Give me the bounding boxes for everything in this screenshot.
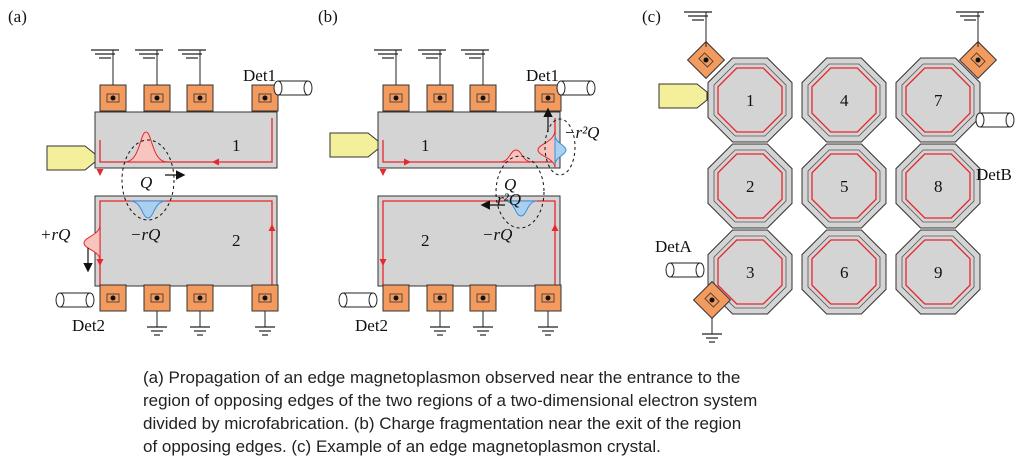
panel — [330, 50, 595, 335]
cable-end — [56, 293, 64, 307]
contact — [470, 285, 496, 311]
charge-label: −rQ — [130, 225, 160, 244]
wire — [432, 50, 440, 85]
contact-dot — [155, 296, 160, 301]
charge-label: −rQ — [482, 225, 512, 244]
contact — [252, 285, 278, 311]
wire — [970, 12, 978, 47]
drawing — [47, 12, 1014, 342]
region-label: 3 — [746, 263, 755, 282]
region-label: 2 — [421, 231, 430, 250]
contact — [427, 85, 453, 111]
panel — [47, 50, 312, 335]
region — [378, 196, 560, 286]
detector-label: DetA — [655, 237, 693, 256]
contact-dot — [394, 96, 399, 101]
cable-end — [976, 113, 984, 127]
region-label: 8 — [934, 177, 943, 196]
contact-dot — [481, 296, 486, 301]
cable-end — [587, 81, 595, 95]
contact-dot — [438, 296, 443, 301]
panel-label: (a) — [8, 7, 27, 26]
detector-label: DetB — [976, 165, 1012, 184]
contact-dot — [111, 96, 116, 101]
cable-end — [86, 293, 94, 307]
region-label: 1 — [746, 91, 755, 110]
cable-end — [696, 263, 704, 277]
region-label: 1 — [421, 136, 430, 155]
contact — [535, 285, 561, 311]
wire — [105, 50, 113, 85]
contact-dot — [155, 96, 160, 101]
region — [378, 112, 560, 168]
contact-dot — [394, 296, 399, 301]
contact — [187, 85, 213, 111]
contact — [100, 85, 126, 111]
contact-dot — [198, 96, 203, 101]
wire — [192, 50, 200, 85]
charge-label: −r²Q — [564, 123, 599, 142]
region-label: 6 — [840, 263, 849, 282]
panel-label: (c) — [642, 7, 661, 26]
caption-line: region of opposing edges of the two regi… — [143, 391, 757, 410]
wire — [149, 50, 157, 85]
region-label: 2 — [746, 177, 755, 196]
panel-label: (b) — [318, 7, 338, 26]
wire — [388, 50, 396, 85]
contact — [144, 85, 170, 111]
region-label: 2 — [232, 231, 241, 250]
region-label: 4 — [840, 91, 849, 110]
contact-dot — [438, 96, 443, 101]
contact-dot — [481, 96, 486, 101]
injector — [47, 146, 95, 170]
contact-dot — [263, 296, 268, 301]
wire — [698, 12, 706, 47]
detector-label: Det2 — [355, 316, 388, 335]
contact — [427, 285, 453, 311]
region-label: 1 — [232, 136, 241, 155]
region-label: 9 — [934, 263, 943, 282]
contact — [144, 285, 170, 311]
figure: (a) (b) (c) Det1 Det2 1 2 Q −rQ +rQ Det1… — [0, 0, 1029, 457]
detector-label: Det1 — [243, 66, 276, 85]
cable-end — [339, 293, 347, 307]
cable-end — [666, 263, 674, 277]
cable-end — [369, 293, 377, 307]
contact-dot — [263, 96, 268, 101]
caption-line: (a) Propagation of an edge magnetoplasmo… — [143, 368, 740, 387]
region-label: 5 — [840, 177, 849, 196]
contact — [383, 85, 409, 111]
cable-end — [304, 81, 312, 95]
contact — [383, 285, 409, 311]
region-label: 7 — [934, 91, 943, 110]
charge-label: Q — [140, 173, 152, 192]
cable-end — [1006, 113, 1014, 127]
contact-dot — [546, 296, 551, 301]
contact — [187, 285, 213, 311]
contact — [470, 85, 496, 111]
charge-label: +rQ — [40, 225, 70, 244]
wire — [475, 50, 483, 85]
injector — [659, 84, 707, 108]
charge-label: r²Q — [497, 190, 521, 209]
contact-dot — [111, 296, 116, 301]
region — [95, 196, 277, 286]
caption-line: of opposing edges. (c) Example of an edg… — [143, 437, 661, 456]
region — [95, 112, 277, 168]
detector-label: Det1 — [526, 66, 559, 85]
contact-dot — [198, 296, 203, 301]
detector-label: Det2 — [72, 316, 105, 335]
contact-dot — [546, 96, 551, 101]
caption-line: divided by microfabrication. (b) Charge … — [143, 414, 741, 433]
contact — [100, 285, 126, 311]
injector — [330, 133, 378, 157]
